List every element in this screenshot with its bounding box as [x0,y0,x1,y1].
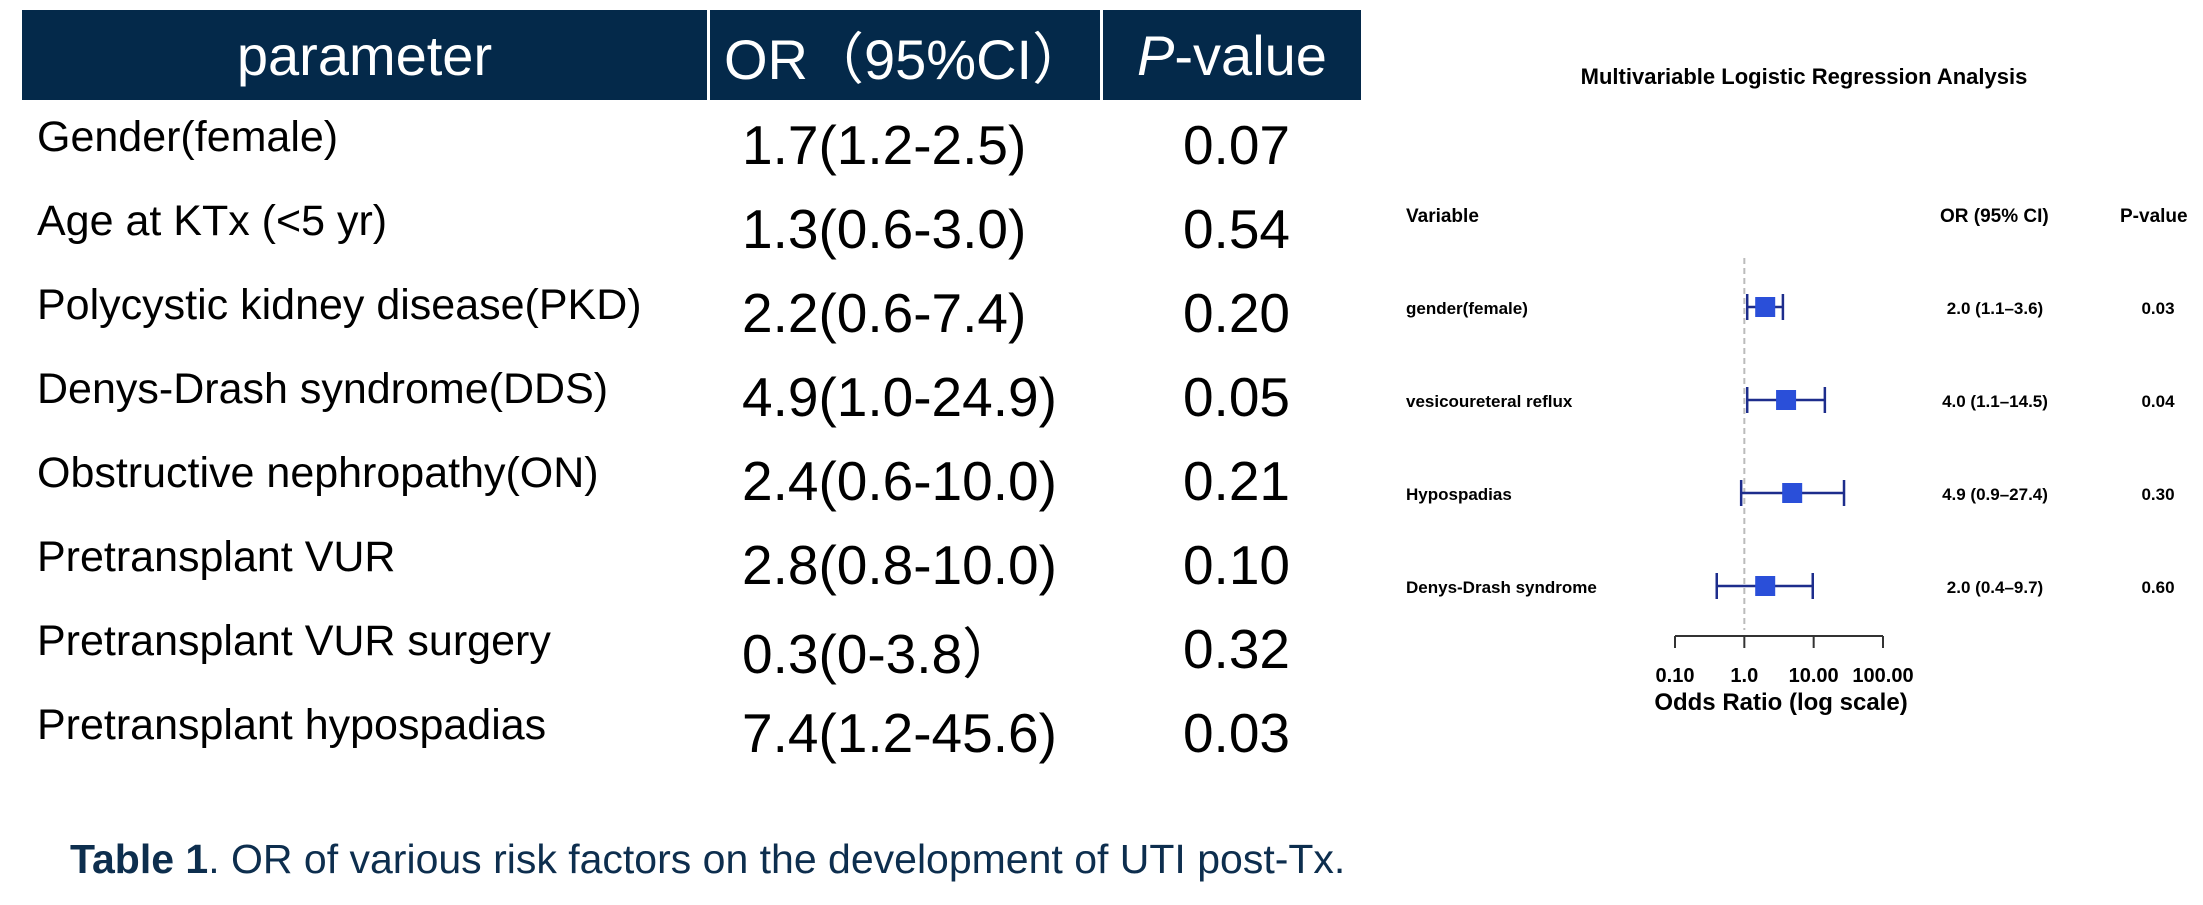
table-row: Pretransplant VUR 2.8(0.8-10.0) 0.10 [22,520,1361,604]
row-p-value: 0.32 [1182,618,1291,680]
row-or: 4.9(1.0-24.9) [742,366,1057,428]
forest-row-or: 4.9 (0.9–27.4) [1942,485,2048,504]
forest-row-p: 0.04 [2141,392,2175,411]
row-or: 2.4(0.6-10.0) [742,450,1057,512]
row-or: 1.7(1.2-2.5) [742,114,1027,176]
row-p-value: 0.10 [1182,534,1291,596]
x-tick-label: 10.00 [1789,665,1839,687]
forest-row-p: 0.30 [2141,485,2174,504]
forest-row-or: 4.0 (1.1–14.5) [1942,392,2048,411]
header-p-italic: P [1137,23,1175,87]
forest-row-variable: vesicoureteral reflux [1406,392,1573,411]
forest-row-variable: Hypospadias [1406,485,1512,504]
caption-label: Table 1 [70,836,209,882]
or-marker [1782,483,1803,503]
x-tick-label: 100.00 [1852,665,1913,687]
row-parameter: Denys-Drash syndrome(DDS) [37,364,609,413]
row-parameter: Obstructive nephropathy(ON) [37,448,599,497]
or-marker [1755,297,1776,317]
forest-row-p: 0.60 [2141,578,2174,597]
row-p-value: 0.21 [1182,450,1291,512]
table-header: parameter OR（95%CI） P -value [22,10,1361,100]
row-parameter: Gender(female) [37,112,339,161]
row-parameter: Pretransplant VUR [37,532,396,581]
header-p-value: P -value [1103,10,1361,100]
or-marker [1776,390,1797,410]
row-or: 2.8(0.8-10.0) [742,534,1057,596]
table-row: Denys-Drash syndrome(DDS) 4.9(1.0-24.9) 0.… [22,352,1361,436]
row-p-value: 0.54 [1182,198,1291,260]
header-parameter: parameter [22,10,710,100]
forest-row-p: 0.03 [2141,299,2174,318]
forest-row-or: 2.0 (0.4–9.7) [1947,578,2043,597]
forest-row-or: 2.0 (1.1–3.6) [1947,299,2043,318]
x-tick-label: 0.10 [1656,665,1695,687]
row-parameter: Pretransplant VUR surgery [37,616,551,665]
table-row: Pretransplant hypospadias 7.4(1.2-45.6) 0.… [22,688,1361,772]
or-marker [1755,576,1776,596]
table-row: Age at KTx (<5 yr) 1.3(0.6-3.0) 0.54 [22,184,1361,268]
row-or: 2.2(0.6-7.4) [742,282,1027,344]
x-axis-label: Odds Ratio (log scale) [1654,689,1907,716]
row-p-value: 0.07 [1182,114,1291,176]
row-p-value: 0.05 [1182,366,1291,428]
header-p-rest: -value [1174,23,1327,87]
caption-text: . OR of various risk factors on the deve… [208,836,1346,882]
row-or: 0.3(0-3.8） [742,623,1018,685]
col-header-or: OR (95% CI) [1940,206,2049,227]
row-parameter: Polycystic kidney disease(PKD) [37,280,642,329]
row-or: 7.4(1.2-45.6) [742,702,1057,764]
row-p-value: 0.03 [1182,702,1291,764]
forest-title: Multivariable Logistic Regression Analys… [1581,64,2028,89]
table-row: Gender(female) 1.7(1.2-2.5) 0.07 [22,100,1361,184]
header-or: OR（95%CI） [710,10,1103,100]
x-tick-label: 1.0 [1730,665,1758,687]
table-row: Pretransplant VUR surgery 0.3(0-3.8） 0.32 [22,604,1361,688]
row-or: 1.3(0.6-3.0) [742,198,1027,260]
table-caption: Table 1. OR of various risk factors on t… [70,836,1345,883]
row-p-value: 0.20 [1182,282,1291,344]
row-parameter: Pretransplant hypospadias [37,700,547,749]
or-table: parameter OR（95%CI） P -value Gender(femal… [22,10,1361,772]
table-row: Polycystic kidney disease(PKD) 2.2(0.6-7.… [22,268,1361,352]
col-header-p: P-value [2120,206,2188,227]
table-row: Obstructive nephropathy(ON) 2.4(0.6-10.0)… [22,436,1361,520]
forest-row-variable: gender(female) [1406,299,1528,318]
row-parameter: Age at KTx (<5 yr) [37,196,388,245]
forest-row-variable: Denys-Drash syndrome [1406,578,1597,597]
col-header-variable: Variable [1406,206,1479,227]
table-body: Gender(female) 1.7(1.2-2.5) 0.07 Age at KTx… [22,100,1361,772]
